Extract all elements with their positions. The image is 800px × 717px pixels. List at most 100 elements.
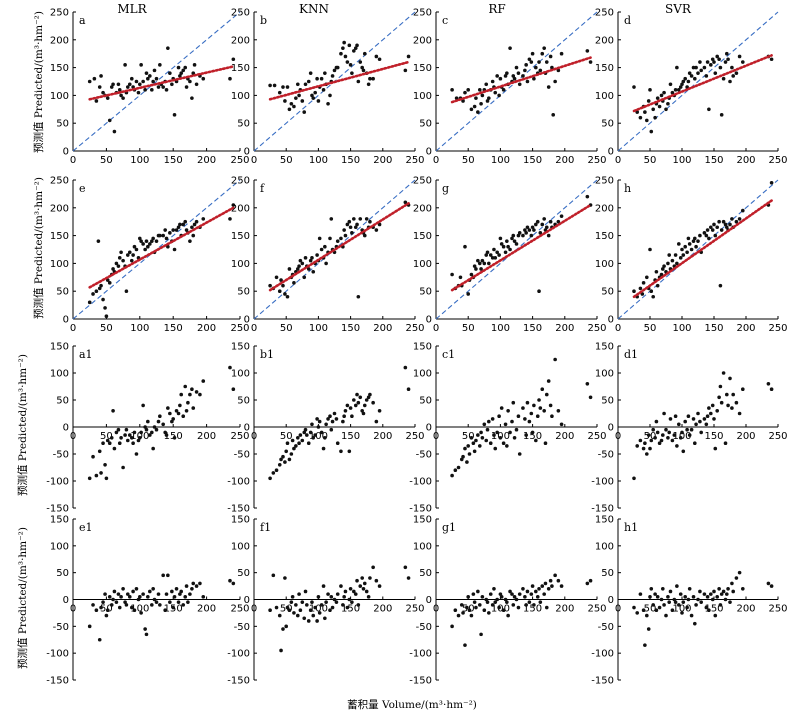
x-tick-label: 100 [491, 323, 510, 334]
data-point [308, 430, 313, 435]
data-point [678, 592, 683, 596]
y-tick-label: 250 [413, 8, 432, 19]
data-point [546, 586, 551, 591]
data-point [366, 595, 371, 599]
data-point [97, 637, 102, 642]
data-point [461, 454, 465, 459]
identity-line [617, 11, 779, 152]
data-point [709, 592, 713, 596]
y-tick-label: 150 [595, 231, 614, 242]
data-point [146, 244, 150, 249]
y-tick-label: 0 [426, 423, 432, 434]
x-tick-label: 100 [309, 323, 328, 334]
data-point [311, 269, 316, 274]
data-point [198, 392, 202, 397]
data-point [315, 76, 319, 81]
data-point [377, 584, 382, 588]
data-point [355, 222, 359, 227]
data-point [350, 600, 354, 604]
data-point [493, 446, 498, 451]
data-point [355, 578, 359, 583]
data-point [668, 589, 673, 594]
data-point [662, 411, 666, 416]
data-point [506, 244, 510, 249]
y-tick-label: 0 [426, 147, 432, 158]
panel-label: f [260, 182, 265, 195]
data-point [305, 433, 309, 437]
data-point [356, 400, 361, 405]
data-point [655, 283, 660, 288]
data-point [726, 586, 730, 591]
data-point [377, 409, 382, 413]
data-point [151, 79, 155, 84]
data-point [450, 272, 454, 277]
data-point [168, 231, 172, 235]
data-point [356, 79, 361, 84]
panel-label: b1 [260, 348, 274, 361]
data-point [161, 422, 165, 427]
data-point [311, 436, 316, 440]
data-point [469, 107, 474, 112]
data-point [559, 214, 564, 218]
y-tick-label: -100 [46, 649, 69, 660]
data-point [530, 51, 535, 56]
data-point [105, 96, 110, 100]
data-point [171, 228, 175, 232]
data-point [191, 71, 196, 75]
y-tick-label: 250 [231, 8, 250, 19]
data-point [514, 65, 519, 70]
data-point [493, 600, 498, 604]
data-point [725, 392, 729, 397]
data-point [484, 597, 489, 602]
y-tick-label: 150 [50, 342, 69, 353]
data-point [717, 219, 721, 224]
data-point [469, 272, 474, 277]
data-point [158, 63, 162, 67]
data-point [143, 425, 147, 429]
data-point [360, 576, 364, 580]
fit-line [632, 199, 773, 299]
data-point [136, 597, 141, 602]
data-point [741, 60, 745, 64]
data-point [653, 115, 657, 120]
y-tick-label: 100 [413, 369, 432, 380]
data-point [201, 217, 206, 221]
data-point [97, 85, 102, 89]
data-point [670, 608, 675, 613]
data-point [687, 586, 692, 591]
data-point [485, 99, 490, 103]
y-tick-label: 0 [426, 595, 432, 606]
x-tick-label: 250 [587, 323, 606, 334]
x-tick-label: 150 [704, 431, 723, 442]
x-tick-label: 200 [373, 323, 392, 334]
x-axis-title: 蓄积量 Volume/(m³·hm⁻²) [347, 699, 477, 711]
data-point [689, 613, 694, 618]
data-point [371, 76, 375, 81]
y-tick-label: 0 [608, 315, 614, 326]
data-point [119, 595, 123, 599]
data-point [712, 222, 716, 227]
data-point [689, 74, 694, 78]
data-point [529, 233, 534, 238]
data-point [704, 233, 709, 238]
data-point [719, 400, 724, 405]
data-point [192, 222, 197, 227]
column-title-rf: RF [488, 2, 505, 16]
data-point [649, 129, 654, 134]
data-point [371, 565, 375, 570]
data-point [281, 454, 285, 459]
data-point [183, 219, 188, 224]
data-point [471, 592, 476, 596]
data-point [709, 225, 713, 230]
y-tick-label: 0 [608, 423, 614, 434]
data-point [111, 597, 115, 602]
data-point [734, 71, 739, 75]
data-point [498, 436, 503, 440]
data-point [330, 74, 335, 78]
data-point [645, 613, 649, 618]
y-tick-label: 100 [413, 541, 432, 552]
x-tick-label: 50 [462, 431, 475, 442]
data-point [463, 90, 467, 95]
data-point [109, 85, 114, 89]
data-point [466, 88, 471, 92]
